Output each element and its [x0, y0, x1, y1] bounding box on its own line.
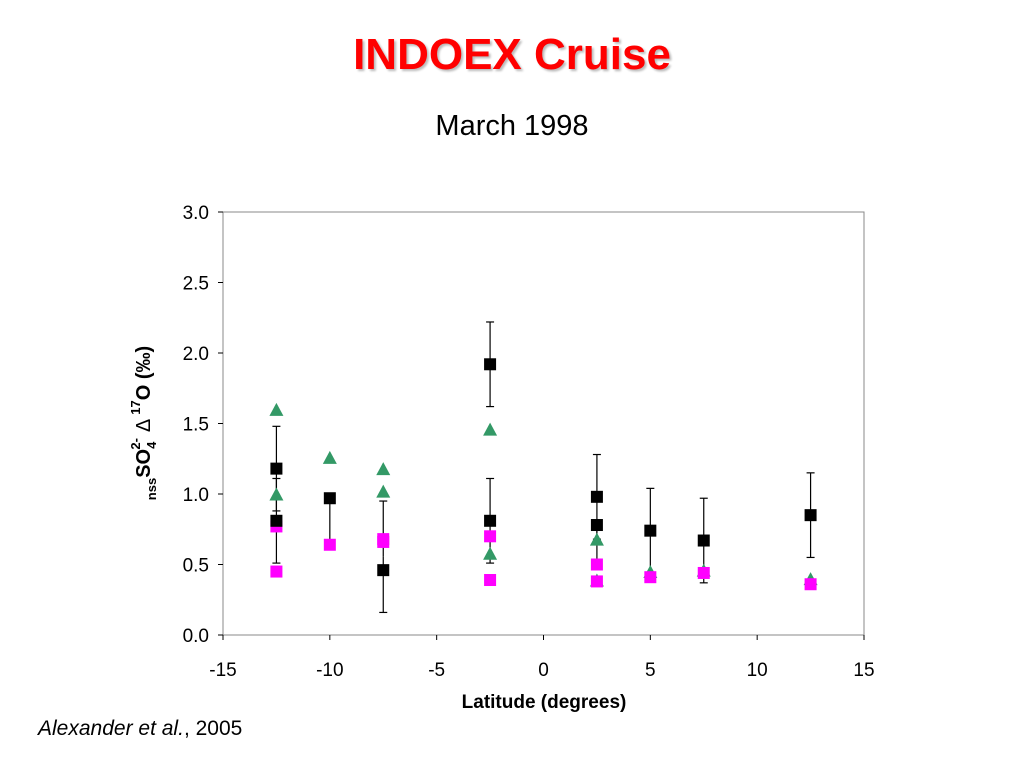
data-point-square [484, 514, 497, 527]
y-label-suffix: O (‰) [133, 346, 155, 400]
data-point-square [804, 578, 817, 591]
data-marks [269, 321, 818, 614]
y-tick-label: 3.0 [183, 203, 209, 224]
data-point-triangle [376, 462, 391, 476]
data-point-square [377, 564, 390, 577]
y-axis-label: nssSO42- Δ 17O (‰) [128, 346, 159, 500]
slide-title: INDOEX Cruise [353, 30, 671, 79]
y-tick-label: 0.0 [183, 626, 209, 647]
data-point-triangle [483, 546, 498, 560]
data-point-square [484, 574, 497, 587]
data-point-square [377, 535, 390, 548]
data-point-triangle [483, 422, 498, 436]
citation-authors: Alexander et al. [38, 717, 184, 740]
data-point-square [590, 575, 603, 588]
data-point-square [484, 358, 497, 371]
x-tick-label: -5 [428, 660, 445, 681]
x-tick-label: -10 [316, 660, 343, 681]
slide-subtitle: March 1998 [435, 110, 589, 142]
x-tick-label: 15 [853, 660, 874, 681]
svg-text:nssSO42-Δ17O (‰): nssSO42- Δ 17O (‰) [128, 346, 159, 500]
y-label-delta: Δ [133, 419, 155, 432]
y-tick-label: 2.5 [183, 274, 209, 295]
y-tick-label: 2.0 [183, 344, 209, 365]
x-tick-label: 5 [645, 660, 656, 681]
y-label-prefix: SO [133, 449, 155, 478]
data-point-square [270, 565, 283, 578]
data-point-square [270, 514, 283, 527]
x-tick-label: 10 [747, 660, 768, 681]
data-point-square [323, 492, 336, 505]
y-tick-label: 1.5 [183, 415, 209, 436]
y-label-sup: 2- [128, 438, 143, 450]
y-label-presub: nss [144, 478, 159, 500]
data-point-square [270, 462, 283, 475]
data-point-triangle [322, 450, 337, 464]
y-tick-label: 0.5 [183, 556, 209, 577]
x-tick-label: -15 [209, 660, 236, 681]
data-point-square [590, 490, 603, 503]
data-point-square [644, 524, 657, 537]
data-point-square [484, 530, 497, 543]
y-label-sub: 4 [144, 441, 159, 449]
data-point-square [590, 519, 603, 532]
data-point-triangle [376, 484, 391, 498]
citation-year: , 2005 [183, 717, 243, 740]
citation: Alexander et al., 2005 [38, 717, 242, 741]
data-point-triangle [269, 487, 284, 501]
y-tick-label: 1.0 [183, 485, 209, 506]
y-label-iso: 17 [128, 400, 143, 414]
data-point-square [697, 566, 710, 579]
data-point-square [644, 571, 657, 584]
data-point-triangle [589, 532, 604, 546]
data-point-square [804, 509, 817, 522]
data-point-square [590, 558, 603, 571]
x-axis-label: Latitude (degrees) [462, 692, 627, 713]
data-point-square [323, 538, 336, 551]
plot-area [222, 211, 865, 636]
data-point-triangle [269, 402, 284, 416]
axes: 0.0 0.5 1.0 1.5 2.0 2.5 3.0 -15 -10 -5 0 5 10 15 [183, 203, 875, 681]
x-tick-label: 0 [538, 660, 549, 681]
data-point-square [697, 534, 710, 547]
